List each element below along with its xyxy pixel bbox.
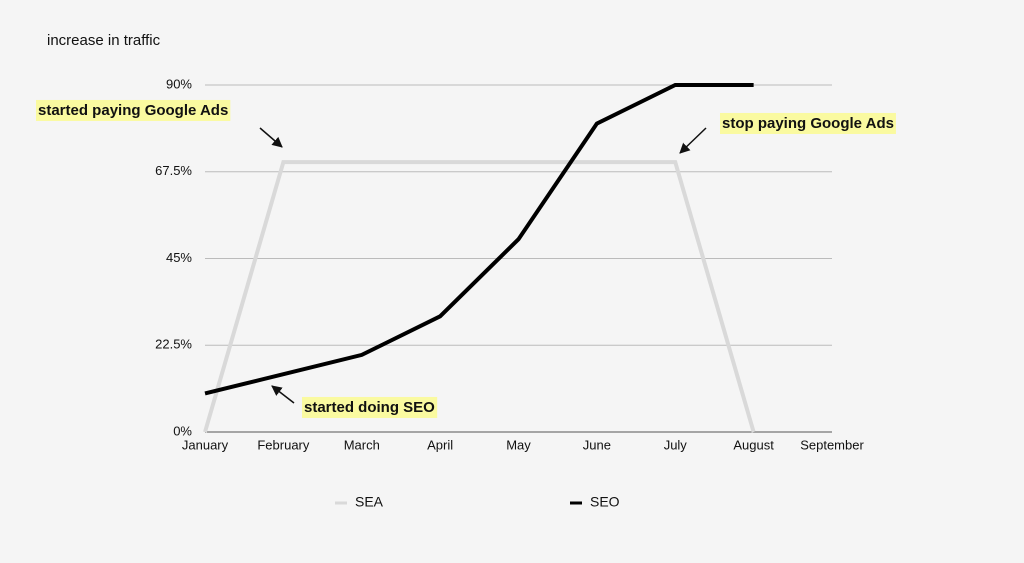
line-series xyxy=(203,160,756,433)
x-tick-label: May xyxy=(506,437,531,452)
arrow xyxy=(679,127,707,154)
x-tick-label: April xyxy=(427,437,453,452)
line-series xyxy=(204,83,754,396)
arrow xyxy=(271,385,295,404)
annotation-text: stop paying Google Ads xyxy=(722,115,894,132)
x-tick-label: September xyxy=(800,437,864,452)
annotation-highlight xyxy=(36,99,231,121)
annotation: started paying Google Ads xyxy=(36,99,231,121)
x-tick-label: July xyxy=(664,437,688,452)
annotation-highlight xyxy=(720,112,896,134)
y-tick-label: 45% xyxy=(166,250,192,265)
annotation-text: started paying Google Ads xyxy=(38,102,228,119)
x-tick-label: February xyxy=(257,437,310,452)
y-tick-label: 22.5% xyxy=(155,337,192,352)
legend-label: SEO xyxy=(590,494,620,510)
y-tick-label: 90% xyxy=(166,76,192,91)
annotation: stop paying Google Ads xyxy=(720,112,896,134)
annotation-highlight xyxy=(302,396,438,418)
x-tick-label: March xyxy=(344,437,380,452)
x-tick-label: August xyxy=(733,437,774,452)
x-tick-label: June xyxy=(583,437,611,452)
y-tick-label: 0% xyxy=(173,423,192,438)
legend-label: SEA xyxy=(355,494,384,510)
x-tick-label: January xyxy=(182,437,229,452)
annotation-text: started doing SEO xyxy=(304,399,435,416)
y-tick-label: 67.5% xyxy=(155,163,192,178)
y-axis-title: increase in traffic xyxy=(47,32,161,49)
annotation-arrows xyxy=(259,127,707,404)
arrow xyxy=(259,127,283,148)
annotation: started doing SEO xyxy=(302,396,438,418)
